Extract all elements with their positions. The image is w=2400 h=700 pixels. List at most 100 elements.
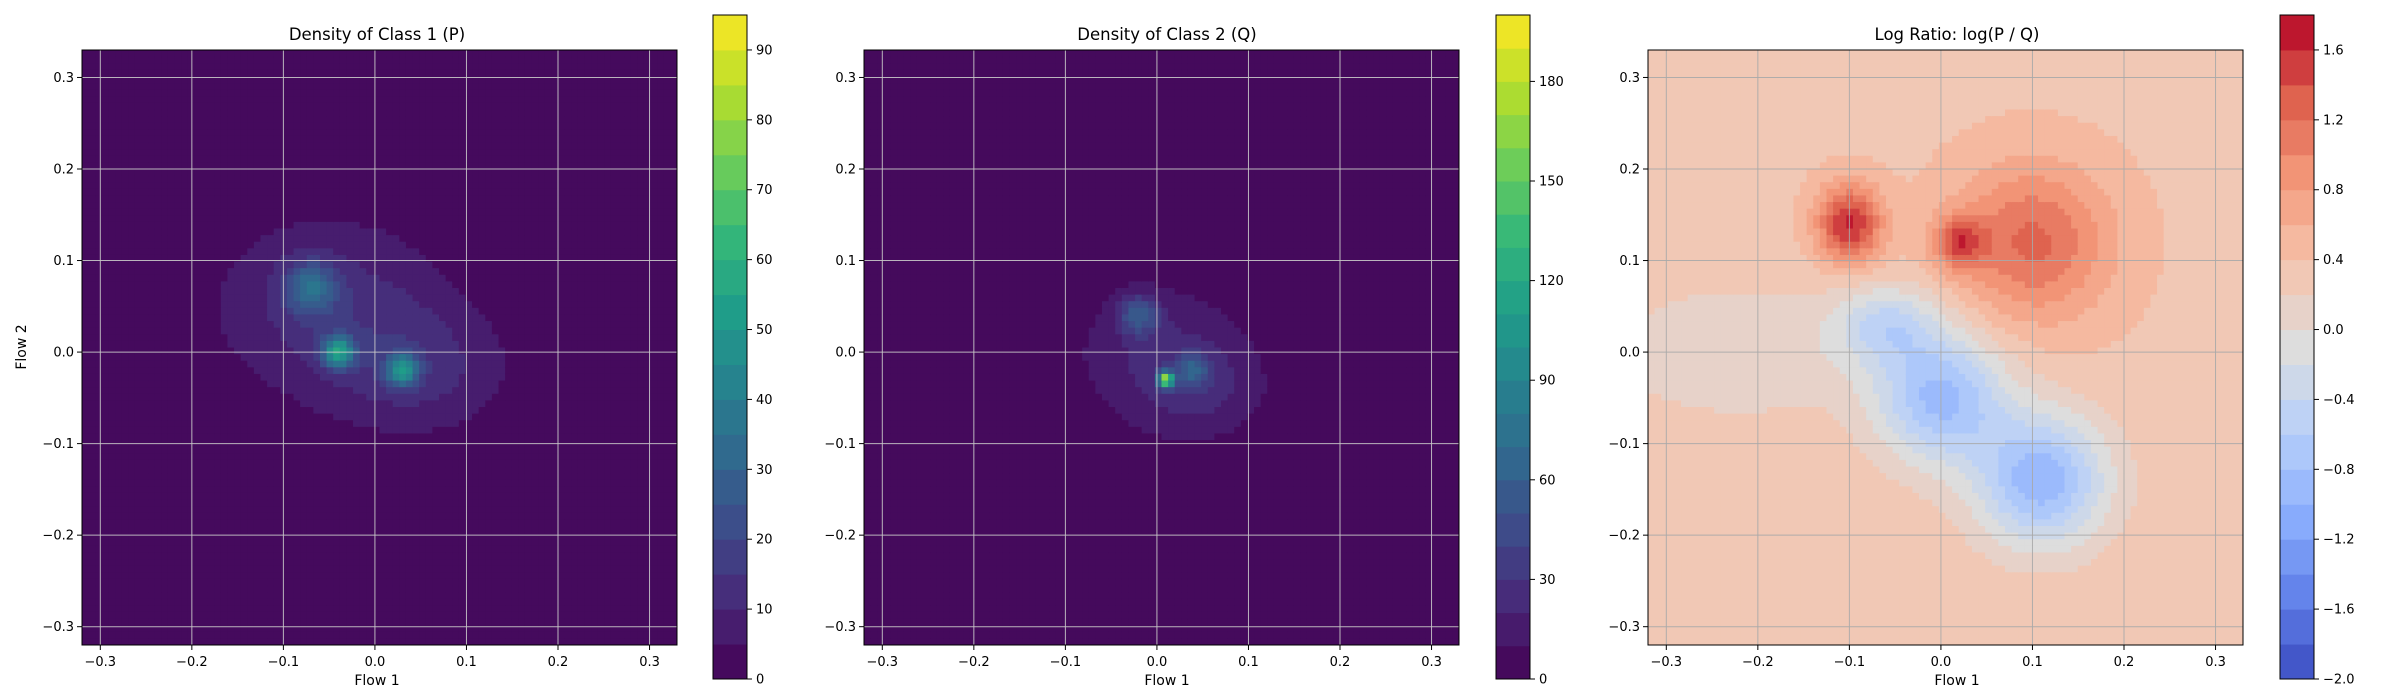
colorbar-band — [713, 469, 747, 505]
colorbar-band — [1496, 546, 1530, 580]
colorbar-band — [713, 364, 747, 400]
colorbar-tick-label: 90 — [1539, 374, 1556, 389]
colorbar-tick-label: −1.2 — [2323, 533, 2355, 548]
colorbar-band — [713, 294, 747, 331]
colorbar-band — [713, 434, 747, 470]
colorbar-tick-label: 180 — [1539, 75, 1564, 90]
colorbar-band — [1496, 612, 1530, 647]
colorbar-tick-label: 0.8 — [2323, 183, 2344, 198]
x-tick-label: 0.0 — [1931, 655, 1952, 670]
plot-area — [864, 50, 1459, 645]
colorbar: 0 10 20 30 40 50 60 70 80 90 — [712, 14, 773, 688]
colorbar-band — [1496, 181, 1530, 215]
colorbar-band — [1496, 579, 1530, 614]
panel-title: Density of Class 1 (P) — [289, 25, 465, 44]
x-tick-label: −0.1 — [1834, 655, 1866, 670]
x-tick-label: 0.1 — [456, 655, 477, 670]
colorbar-band — [713, 574, 747, 610]
colorbar-band — [713, 609, 747, 645]
y-tick-label: −0.3 — [824, 620, 856, 635]
colorbar-tick-label: 1.6 — [2323, 43, 2344, 58]
panel-density-class-2: Density of Class 2 (Q) Flow 1 −0.3 −0.3 −0… — [824, 14, 1564, 689]
y-tick-label: 0.0 — [1619, 346, 1640, 361]
colorbar-band — [1496, 446, 1530, 481]
colorbar-band — [1496, 380, 1530, 414]
y-tick-label: 0.2 — [1619, 163, 1640, 178]
colorbar-band — [1496, 645, 1530, 680]
colorbar-band — [1496, 81, 1530, 116]
x-tick-label: 0.1 — [2022, 655, 2043, 670]
colorbar-tick-label: 10 — [756, 603, 773, 618]
y-tick-label: 0.3 — [1619, 71, 1640, 86]
colorbar-band — [1496, 147, 1530, 182]
colorbar-band — [2280, 329, 2314, 365]
density-field — [82, 50, 677, 645]
colorbar-band — [2280, 364, 2314, 400]
colorbar-band — [1496, 48, 1530, 82]
x-tick-label: −0.1 — [268, 655, 300, 670]
x-tick-label: 0.0 — [365, 655, 386, 670]
colorbar-tick-label: 20 — [756, 533, 773, 548]
colorbar-tick-label: −0.4 — [2323, 393, 2355, 408]
colorbar-band — [2280, 84, 2314, 121]
colorbar-band — [713, 644, 747, 680]
colorbar-frame — [1495, 14, 1531, 680]
colorbar-band — [713, 539, 747, 575]
colorbar-band — [1496, 347, 1530, 381]
colorbar-band — [2280, 154, 2314, 191]
x-tick-label: 0.2 — [2114, 655, 2135, 670]
panel-density-class-1: Density of Class 1 (P) Flow 1 Flow 2 −0.… — [14, 14, 773, 689]
colorbar-band — [2280, 574, 2314, 610]
x-tick-label: 0.0 — [1147, 655, 1168, 670]
colorbar-frame — [712, 14, 748, 680]
colorbar-band — [1496, 313, 1530, 348]
x-axis-label: Flow 1 — [1144, 673, 1189, 689]
colorbar-tick-label: 80 — [756, 113, 773, 128]
colorbar-band — [2280, 49, 2314, 86]
colorbar-tick-label: −2.0 — [2323, 673, 2355, 688]
x-tick-label: 0.2 — [1330, 655, 1351, 670]
x-tick-label: −0.1 — [1050, 655, 1082, 670]
panel-title: Log Ratio: log(P / Q) — [1875, 25, 2040, 44]
y-tick-label: 0.1 — [835, 254, 856, 269]
colorbar-band — [713, 119, 747, 156]
y-tick-label: −0.3 — [1608, 620, 1640, 635]
colorbar-band — [713, 84, 747, 121]
panel-title: Density of Class 2 (Q) — [1077, 25, 1256, 44]
colorbar-band — [713, 399, 747, 435]
y-tick-label: 0.2 — [835, 163, 856, 178]
y-axis-label: Flow 2 — [14, 324, 30, 369]
colorbar-band — [713, 15, 747, 51]
colorbar-tick-label: −0.8 — [2323, 463, 2355, 478]
colorbar-tick-label: 30 — [756, 463, 773, 478]
x-tick-label: 0.1 — [1238, 655, 1259, 670]
colorbar-tick-label: 50 — [756, 323, 773, 338]
colorbar-band — [2280, 119, 2314, 156]
colorbar-tick-label: 30 — [1539, 573, 1556, 588]
x-tick-label: −0.3 — [85, 655, 117, 670]
colorbar-band — [1496, 513, 1530, 547]
y-tick-label: −0.3 — [42, 620, 74, 635]
x-tick-label: 0.3 — [1421, 655, 1442, 670]
y-tick-label: 0.1 — [53, 254, 74, 269]
y-tick-label: −0.1 — [824, 437, 856, 452]
colorbar-band — [2280, 189, 2314, 226]
colorbar-band — [713, 329, 747, 365]
colorbar-band — [713, 189, 747, 226]
colorbar-band — [2280, 259, 2314, 296]
colorbar-tick-label: 0.4 — [2323, 253, 2344, 268]
x-tick-label: 0.2 — [548, 655, 569, 670]
colorbar-band — [1496, 413, 1530, 448]
colorbar-tick-label: −1.6 — [2323, 603, 2355, 618]
x-tick-label: 0.3 — [639, 655, 660, 670]
colorbar-band — [2280, 644, 2314, 680]
colorbar-band — [713, 504, 747, 540]
colorbar-tick-label: 60 — [756, 253, 773, 268]
density-field — [1648, 50, 2243, 645]
colorbar-band — [713, 154, 747, 191]
plot-area — [1648, 50, 2243, 645]
y-tick-label: −0.2 — [42, 529, 74, 544]
y-tick-label: −0.1 — [42, 437, 74, 452]
plot-frame — [1647, 49, 2244, 646]
